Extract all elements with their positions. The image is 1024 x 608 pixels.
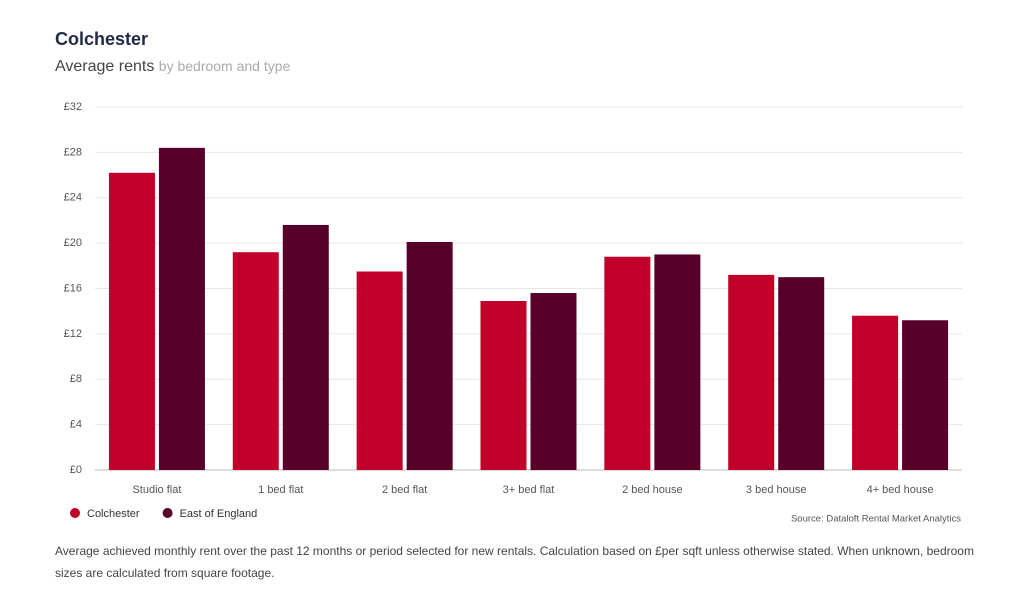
- legend-marker: [162, 508, 173, 518]
- bar: [728, 274, 775, 470]
- legend-label: Colchester: [87, 508, 140, 520]
- subtitle-main: Average rents: [55, 58, 154, 75]
- y-tick-label: £32: [64, 101, 82, 113]
- y-tick-label: £28: [64, 146, 82, 158]
- y-tick-label: £20: [64, 237, 82, 249]
- footnote: Average achieved monthly rent over the p…: [55, 544, 974, 580]
- y-tick-label: £4: [70, 419, 82, 431]
- chart-subtitle: Average rents by bedroom and type: [55, 58, 291, 76]
- bar: [778, 277, 825, 470]
- x-tick-label: 4+ bed house: [867, 484, 934, 496]
- bar: [108, 172, 155, 470]
- bar: [902, 320, 949, 470]
- y-tick-label: £12: [64, 328, 82, 340]
- legend-marker: [70, 508, 80, 518]
- x-tick-label: 3 bed house: [746, 484, 807, 496]
- bar: [654, 254, 701, 470]
- x-tick-label: 2 bed house: [622, 484, 683, 496]
- bar: [530, 293, 577, 470]
- y-tick-label: £0: [70, 464, 82, 476]
- y-tick-label: £24: [64, 192, 82, 204]
- x-tick-label: 1 bed flat: [258, 484, 303, 496]
- x-tick-label: Studio flat: [132, 484, 181, 496]
- bar: [604, 256, 651, 470]
- subtitle-note: by bedroom and type: [159, 58, 291, 74]
- bar: [406, 241, 453, 470]
- bar: [852, 315, 899, 470]
- bar: [282, 224, 329, 470]
- x-tick-label: 3+ bed flat: [503, 484, 555, 496]
- bar: [158, 147, 205, 470]
- bar: [480, 300, 527, 470]
- source: Source: Dataloft Rental Market Analytics: [791, 514, 961, 525]
- y-tick-label: £16: [64, 282, 82, 294]
- legend-label: East of England: [180, 508, 258, 520]
- y-tick-label: £8: [70, 373, 82, 385]
- x-tick-label: 2 bed flat: [382, 484, 427, 496]
- bar: [356, 271, 403, 470]
- bar: [232, 252, 279, 470]
- chart-title: Colchester: [55, 29, 148, 49]
